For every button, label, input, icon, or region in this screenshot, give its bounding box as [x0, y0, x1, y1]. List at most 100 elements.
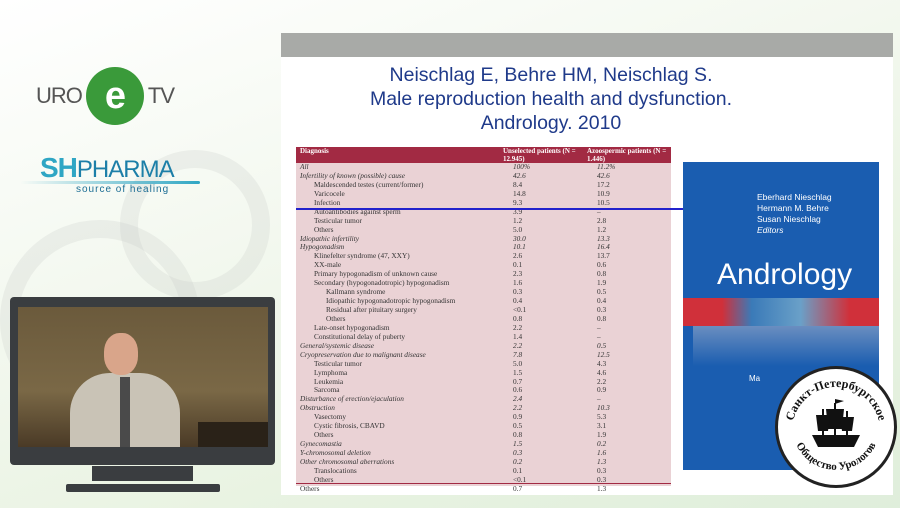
diagnosis-cell: Others	[314, 430, 334, 440]
diagnosis-cell: Klinefelter syndrome (47, XXY)	[314, 251, 410, 261]
unselected-cell: 3.9	[513, 206, 523, 216]
diagnosis-cell: Late-onset hypogonadism	[314, 322, 390, 332]
slide-title: Neischlag E, Behre HM, Neischlag S. Male…	[291, 63, 811, 135]
book-subtitle: Ma	[749, 374, 761, 383]
table-row: Maldescended testes (current/former) 8.4 1…	[296, 179, 671, 190]
unselected-cell: 14.8	[513, 188, 526, 198]
diagnosis-cell: Hypogonadism	[300, 242, 345, 252]
book-editors: Eberhard Nieschlag Hermann M. Behre Susa…	[757, 192, 832, 236]
editor-name: Susan Nieschlag	[757, 214, 821, 224]
table-row: Other chromosomal aberrations 0.2 1.3	[296, 456, 671, 467]
unselected-cell: 7.8	[513, 349, 523, 359]
table-row: Leukemia 0.7 2.2	[296, 376, 671, 387]
diagnosis-cell: Testicular tumor	[314, 215, 362, 225]
unselected-cell: 0.1	[513, 465, 523, 475]
table-row: Sarcoma 0.6 0.9	[296, 385, 671, 395]
azoospermic-cell: 0.3	[597, 465, 607, 475]
title-line: Neischlag E, Behre HM, Neischlag S.	[389, 64, 713, 86]
unselected-cell: 0.4	[513, 296, 523, 306]
azoospermic-cell: –	[597, 206, 601, 216]
diagnosis-cell: Constitutional delay of puberty	[314, 331, 405, 341]
unselected-cell: 2.2	[513, 322, 523, 332]
table-row: Testicular tumor 5.0 4.3	[296, 358, 671, 369]
azoospermic-cell: –	[597, 331, 601, 341]
table-row: Kallmann syndrome 0.3 0.5	[296, 287, 671, 297]
azoospermic-cell: 4.6	[597, 367, 607, 377]
unselected-cell: 5.0	[513, 224, 523, 234]
azoospermic-cell: 2.2	[597, 376, 607, 386]
table-row: Idiopathic infertility 30.0 13.3	[296, 233, 671, 244]
unselected-cell: 0.8	[513, 430, 523, 440]
diagnosis-cell: Testicular tumor	[314, 358, 362, 368]
diagnosis-cell: Maldescended testes (current/former)	[314, 179, 424, 189]
unselected-cell: 2.2	[513, 403, 523, 413]
cover-band	[683, 298, 879, 326]
table-row: Vasectomy 0.9 5.3	[296, 412, 671, 422]
diagnosis-cell: Sarcoma	[314, 385, 340, 395]
azoospermic-cell: 4.3	[597, 358, 607, 368]
unselected-cell: 2.4	[513, 394, 523, 404]
azoospermic-cell: 1.3	[597, 456, 607, 466]
azoospermic-cell: 13.3	[597, 233, 610, 243]
unselected-cell: 2.2	[513, 340, 523, 350]
table-row: Varicocele 14.8 10.9	[296, 188, 671, 199]
uro-emblem-icon: e	[85, 67, 144, 125]
diagnosis-cell: Cystic fibrosis, CBAVD	[314, 421, 385, 431]
urology-society-seal: Санкт-Петербургское Общество Урологов	[775, 366, 897, 488]
unselected-cell: 0.7	[513, 376, 523, 386]
unselected-cell: 1.4	[513, 331, 523, 341]
editors-label: Editors	[757, 225, 784, 235]
azoospermic-cell: 10.5	[597, 197, 610, 207]
azoospermic-cell: 5.3	[597, 412, 607, 422]
table-row: Cryopreservation due to malignant diseas…	[296, 349, 671, 360]
unselected-cell: 1.2	[513, 215, 523, 225]
unselected-cell: 2.6	[513, 251, 523, 261]
azoospermic-cell: –	[597, 322, 601, 332]
slide-top-bar	[281, 33, 893, 57]
diagnosis-cell: Cryopreservation due to malignant diseas…	[300, 349, 426, 359]
speaker-video	[18, 307, 268, 447]
table-row: Testicular tumor 1.2 2.8	[296, 215, 671, 226]
table-bottom-rule	[296, 483, 671, 484]
azoospermic-cell: 16.4	[597, 242, 610, 252]
table-row: Infection 9.3 10.5	[296, 197, 671, 208]
unselected-cell: 1.5	[513, 367, 523, 377]
diagnosis-cell: Infertility of known (possible) cause	[300, 170, 405, 180]
table-row: Constitutional delay of puberty 1.4 –	[296, 331, 671, 342]
diagnosis-cell: Primary hypogonadism of unknown cause	[314, 269, 438, 279]
diagnosis-cell: Others	[314, 474, 334, 484]
diagnosis-cell: Others	[300, 483, 320, 493]
diagnosis-cell: Leukemia	[314, 376, 344, 386]
diagnosis-cell: Idiopathic hypogonadotropic hypogonadism	[326, 296, 456, 306]
azoospermic-cell: 17.2	[597, 179, 610, 189]
diagnosis-cell: Gynecomastia	[300, 439, 342, 449]
table-row: Disturbance of erection/ejaculation 2.4 –	[296, 394, 671, 404]
azoospermic-cell: 11.2%	[597, 162, 616, 171]
azoospermic-cell: 0.4	[597, 296, 607, 306]
table-row: Idiopathic hypogonadotropic hypogonadism…	[296, 296, 671, 306]
unselected-cell: 5.0	[513, 358, 523, 368]
header-diagnosis: Diagnosis	[300, 147, 329, 155]
table-row: Translocations 0.1 0.3	[296, 465, 671, 476]
azoospermic-cell: –	[597, 394, 601, 404]
diagnosis-cell: Idiopathic infertility	[300, 233, 359, 243]
tv-text: TV	[147, 83, 175, 108]
diagnosis-cell: Kallmann syndrome	[326, 287, 386, 297]
azoospermic-cell: 0.3	[597, 305, 607, 314]
unselected-cell: 2.3	[513, 269, 523, 279]
table-row: Residual after pituitary surgery <0.1 0.3	[296, 305, 671, 315]
title-line: Male reproduction health and dysfunction…	[369, 88, 733, 110]
azoospermic-cell: 0.2	[597, 439, 607, 449]
monitor-base	[66, 484, 220, 492]
azoospermic-cell: 0.5	[597, 340, 607, 350]
speaker-video-monitor	[10, 297, 275, 465]
unselected-cell: 0.5	[513, 421, 523, 431]
table-row: General/systemic disease 2.2 0.5	[296, 340, 671, 351]
diagnosis-cell: Residual after pituitary surgery	[326, 305, 417, 314]
pointer-line	[296, 208, 684, 210]
table-row: Infertility of known (possible) cause 42.…	[296, 170, 671, 181]
table-row: Others 0.7 1.3	[296, 483, 671, 494]
unselected-cell: 0.7	[513, 483, 523, 493]
azoospermic-cell: 13.7	[597, 251, 610, 261]
azoospermic-cell: 0.8	[597, 269, 607, 279]
